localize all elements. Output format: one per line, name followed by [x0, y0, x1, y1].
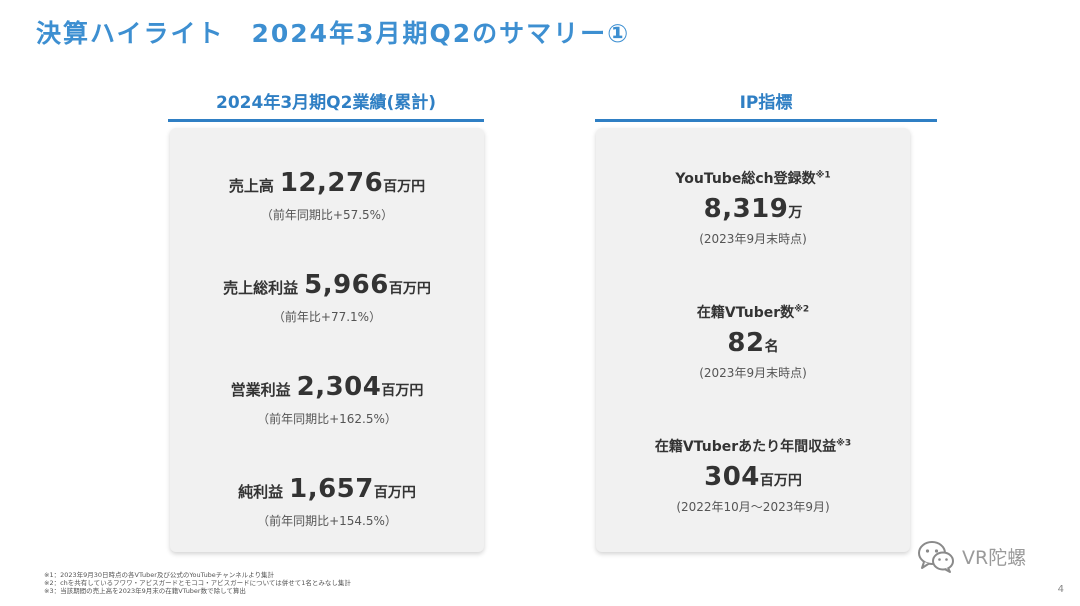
- metric-unit: 百万円: [388, 281, 431, 297]
- metric-label: 売上高: [228, 177, 274, 195]
- metric-label: 純利益: [238, 483, 284, 501]
- metric-value: 12,276: [279, 168, 384, 198]
- metric-unit: 万: [788, 205, 803, 221]
- metric-unit: 百万円: [381, 383, 424, 399]
- metric-label: 在籍VTuber数: [696, 305, 795, 321]
- metric-period: (2022年10月～2023年9月): [676, 500, 830, 514]
- page-title: 決算ハイライト 2024年3月期Q2のサマリー①: [36, 19, 631, 48]
- metric-revenue: 売上高 12,276百万円 （前年同期比+57.5%）: [170, 168, 484, 223]
- metric-unit: 名: [764, 339, 779, 355]
- metric-label: 営業利益: [230, 381, 291, 399]
- metric-value: 5,966: [304, 270, 389, 300]
- watermark-text: VR陀螺: [962, 546, 1027, 569]
- metric-period: (2023年9月末時点): [699, 366, 807, 380]
- metric-revenue-per-vtuber: 在籍VTuberあたり年間収益※3 304百万円 (2022年10月～2023年…: [596, 436, 910, 515]
- metric-unit: 百万円: [383, 179, 426, 195]
- metric-unit: 百万円: [759, 473, 802, 489]
- footnote-marker: ※2: [794, 304, 810, 315]
- metric-growth: （前年同期比+154.5%）: [257, 514, 397, 528]
- section-heading-ip: IP指標: [595, 88, 937, 122]
- metric-value: 2,304: [296, 372, 382, 402]
- metric-net-profit: 純利益 1,657百万円 （前年同期比+154.5%）: [170, 474, 484, 529]
- metric-operating-profit: 営業利益 2,304百万円 （前年同期比+162.5%）: [170, 372, 484, 427]
- metric-growth: （前年同期比+57.5%）: [260, 208, 394, 222]
- metric-youtube-subscribers: YouTube総ch登録数※1 8,319万 (2023年9月末時点): [596, 168, 910, 247]
- footnote: ※2：chを共有しているフワワ・アビスガードとモココ・アビスガードについては併せ…: [44, 579, 351, 587]
- section-heading-results: 2024年3月期Q2業績(累計): [168, 88, 484, 122]
- watermark: VR陀螺: [916, 538, 1026, 574]
- footnote-marker: ※3: [836, 438, 852, 449]
- wechat-icon: [918, 541, 954, 573]
- metric-label: 売上総利益: [223, 279, 299, 297]
- footnote: ※1：2023年9月30日時点の各VTuber及び公式のYouTubeチャンネル…: [44, 571, 274, 579]
- metric-period: (2023年9月末時点): [699, 232, 807, 246]
- metric-label: YouTube総ch登録数: [675, 171, 816, 187]
- metric-growth: （前年比+77.1%）: [272, 310, 382, 324]
- metric-label: 在籍VTuberあたり年間収益: [654, 439, 837, 455]
- page-number: 4: [1057, 584, 1064, 595]
- metric-gross-profit: 売上総利益 5,966百万円 （前年比+77.1%）: [170, 270, 484, 325]
- metric-value: 8,319: [703, 194, 789, 224]
- metric-unit: 百万円: [373, 485, 416, 501]
- footnote-marker: ※1: [815, 170, 831, 181]
- ip-card: YouTube総ch登録数※1 8,319万 (2023年9月末時点) 在籍VT…: [596, 128, 910, 552]
- footnote: ※3：当該期間の売上高を2023年9月末の在籍VTuber数で除して算出: [44, 587, 246, 595]
- metric-value: 82: [727, 328, 765, 358]
- metric-value: 304: [704, 462, 760, 492]
- metric-value: 1,657: [289, 474, 374, 504]
- metric-growth: （前年同期比+162.5%）: [257, 412, 397, 426]
- results-card: 売上高 12,276百万円 （前年同期比+57.5%） 売上総利益 5,966百万円…: [170, 128, 484, 552]
- footnotes: ※1：2023年9月30日時点の各VTuber及び公式のYouTubeチャンネル…: [44, 571, 351, 595]
- metric-vtuber-count: 在籍VTuber数※2 82名 (2023年9月末時点): [596, 302, 910, 381]
